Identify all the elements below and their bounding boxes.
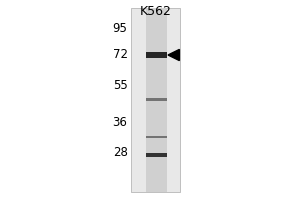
Text: 28: 28	[112, 146, 128, 158]
Bar	[146, 153, 167, 157]
Text: 95: 95	[112, 22, 128, 36]
Bar	[146, 98, 167, 100]
Text: 55: 55	[113, 79, 128, 92]
Polygon shape	[168, 49, 179, 61]
Text: 72: 72	[112, 48, 128, 62]
Bar	[146, 52, 167, 58]
Text: 36: 36	[112, 116, 128, 129]
Bar	[146, 8, 167, 192]
Text: K562: K562	[140, 5, 171, 18]
Bar	[146, 136, 167, 138]
Bar	[130, 8, 180, 192]
